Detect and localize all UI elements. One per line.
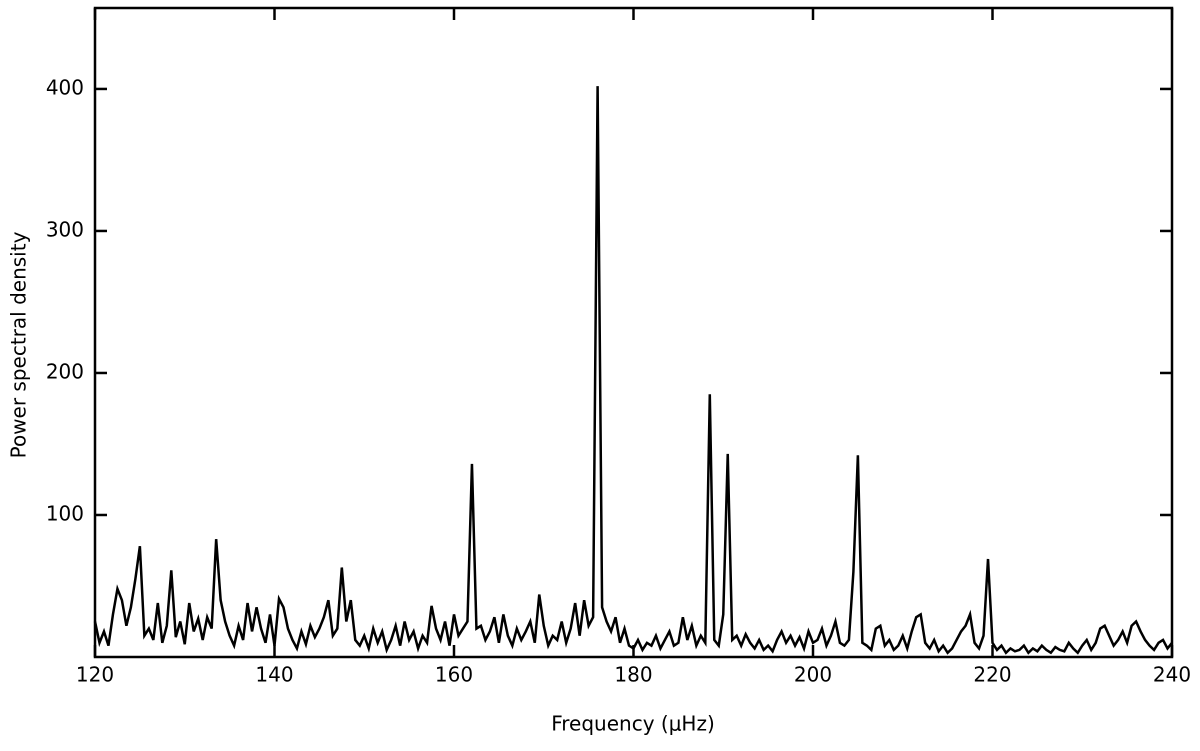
y-tick-label: 200 (46, 359, 84, 383)
x-tick-label: 120 (76, 663, 114, 687)
x-tick-label: 200 (794, 663, 832, 687)
x-tick-label: 180 (614, 663, 652, 687)
x-tick-label: 220 (973, 663, 1011, 687)
spectrum-line (93, 86, 1173, 655)
y-tick-label: 300 (46, 217, 84, 241)
x-tick-label: 240 (1153, 663, 1191, 687)
x-tick-label: 140 (255, 663, 293, 687)
y-tick-label: 100 (46, 501, 84, 525)
plot-frame (93, 6, 1174, 659)
x-axis-label: Frequency (μHz) (551, 712, 715, 736)
x-tick-label: 160 (435, 663, 473, 687)
y-axis-label: Power spectral density (7, 231, 31, 458)
y-tick-label: 400 (46, 75, 84, 99)
